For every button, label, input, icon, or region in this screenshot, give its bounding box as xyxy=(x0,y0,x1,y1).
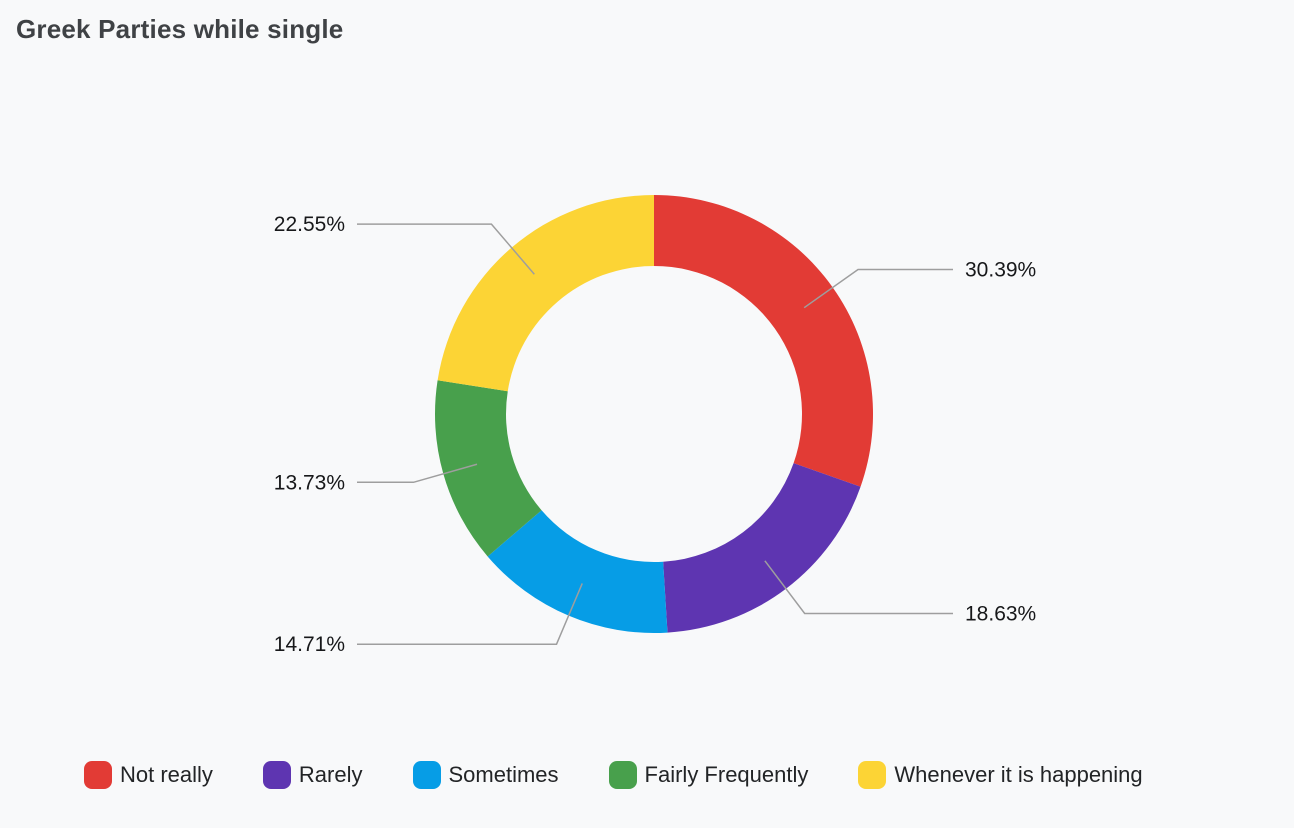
pie-slice-fairly-frequently[interactable] xyxy=(434,380,542,557)
legend-item-fairly-frequently[interactable]: Fairly Frequently xyxy=(608,761,809,789)
legend-swatch-rarely xyxy=(262,761,291,789)
legend-item-sometimes[interactable]: Sometimes xyxy=(412,761,559,789)
legend-swatch-fairly-frequently xyxy=(608,761,637,789)
legend-item-whenever-it-is-happening[interactable]: Whenever it is happening xyxy=(858,761,1143,789)
legend-swatch-not-really xyxy=(84,761,112,789)
legend-label-fairly-frequently: Fairly Frequently xyxy=(644,762,809,787)
legend-swatch-sometimes xyxy=(412,761,441,789)
pie-slice-whenever-it-is-happening[interactable] xyxy=(437,195,654,392)
percent-label-fairly-frequently: 13.73% xyxy=(274,471,345,494)
pie-slice-not-really[interactable] xyxy=(654,194,874,487)
legend-item-not-really[interactable]: Not really xyxy=(84,761,213,789)
percent-label-sometimes: 14.71% xyxy=(274,633,345,656)
pie-slice-rarely[interactable] xyxy=(663,463,861,633)
donut-slices xyxy=(434,194,874,633)
percent-label-not-really: 30.39% xyxy=(965,259,1036,282)
label-line-not-really xyxy=(803,268,953,309)
legend-label-rarely: Rarely xyxy=(298,762,363,787)
label-line-sometimes xyxy=(357,583,583,645)
legend-item-rarely[interactable]: Rarely xyxy=(262,761,363,789)
percent-label-whenever-it-is-happening: 22.55% xyxy=(274,213,345,236)
legend-swatch-whenever-it-is-happening xyxy=(858,761,887,789)
legend-label-not-really: Not really xyxy=(120,762,213,787)
label-line-rarely xyxy=(764,560,953,615)
label-line-fairly-frequently xyxy=(357,463,478,484)
label-lines xyxy=(357,223,953,645)
percent-label-rarely: 18.63% xyxy=(965,603,1036,626)
chart-title: Greek Parties while single xyxy=(16,14,344,44)
percent-labels: 30.39% 18.63% 14.71% 13.73% 22.55% xyxy=(274,213,1036,656)
pie-slice-sometimes[interactable] xyxy=(487,510,668,633)
label-line-whenever-it-is-happening xyxy=(357,223,535,275)
chart-legend: Not really Rarely Sometimes Fairly Frequent… xyxy=(84,761,1143,789)
legend-label-whenever-it-is-happening: Whenever it is happening xyxy=(894,762,1143,787)
legend-label-sometimes: Sometimes xyxy=(448,762,559,787)
